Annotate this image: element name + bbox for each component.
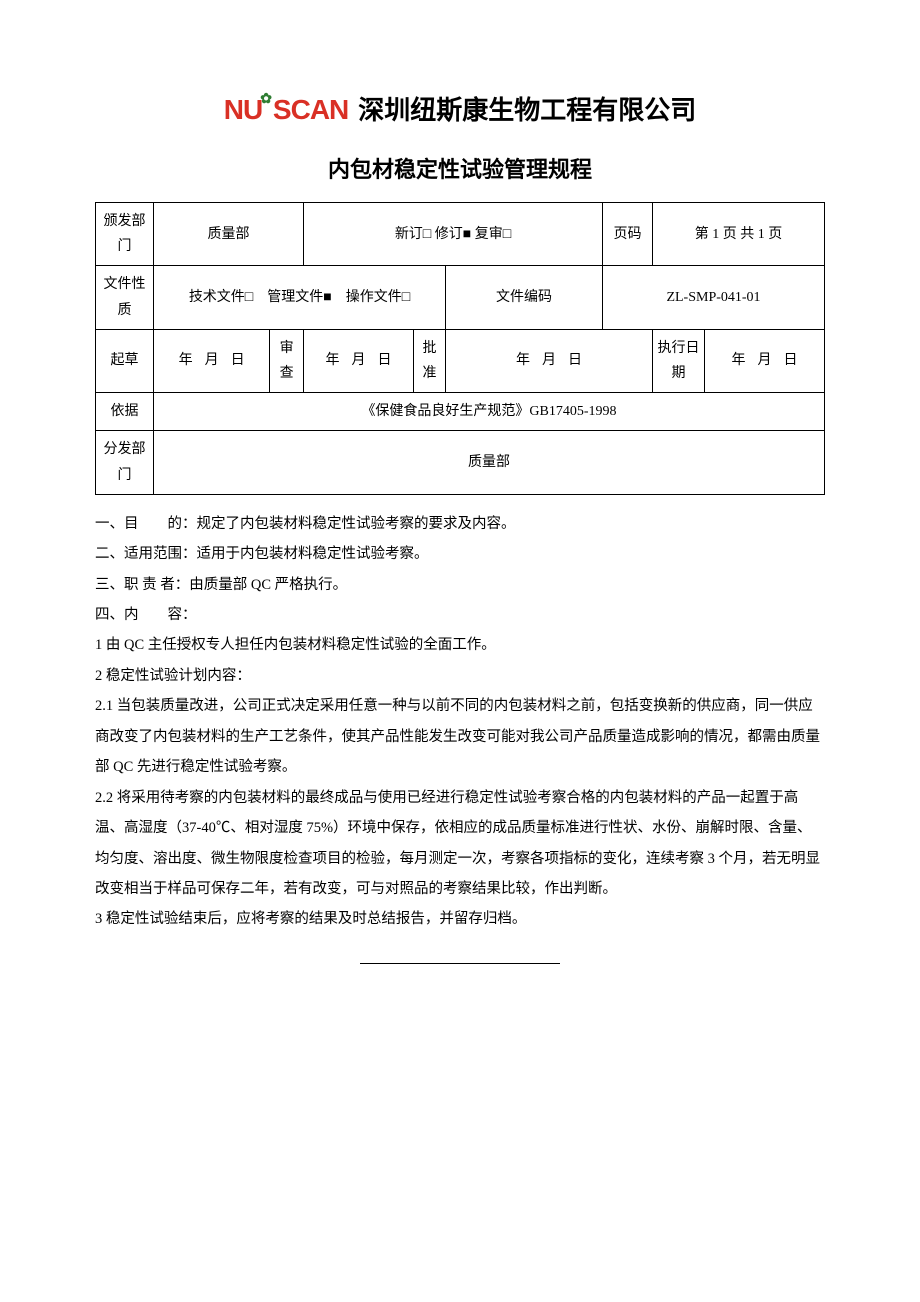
content-line: 2.1 当包装质量改进，公司正式决定采用任意一种与以前不同的内包装材料之前，包括… — [95, 691, 825, 782]
page-value: 第 1 页 共 1 页 — [653, 203, 825, 266]
content-line: 四、内 容： — [95, 600, 825, 630]
table-row: 起草 年月日 审查 年月日 批准 年月日 执行日期 年月日 — [96, 329, 825, 392]
draft-label: 起草 — [96, 329, 154, 392]
end-divider — [95, 945, 825, 975]
draft-date: 年月日 — [154, 329, 270, 392]
document-body: 一、目 的：规定了内包装材料稳定性试验考察的要求及内容。 二、适用范围：适用于内… — [95, 509, 825, 976]
brand-logo: NU✿SCAN — [224, 94, 349, 126]
logo-line: NU✿SCAN 深圳纽斯康生物工程有限公司 — [224, 90, 697, 127]
content-line: 一、目 的：规定了内包装材料稳定性试验考察的要求及内容。 — [95, 509, 825, 539]
header-info-table: 颁发部门 质量部 新订□ 修订■ 复审□ 页码 第 1 页 共 1 页 文件性质… — [95, 202, 825, 495]
page-label: 页码 — [603, 203, 653, 266]
dist-value: 质量部 — [154, 431, 825, 494]
effective-date: 年月日 — [705, 329, 825, 392]
review-date: 年月日 — [304, 329, 414, 392]
review-label: 审查 — [270, 329, 304, 392]
doc-nature-value: 技术文件□ 管理文件■ 操作文件□ — [154, 266, 446, 329]
table-row: 依据 《保健食品良好生产规范》GB17405-1998 — [96, 393, 825, 431]
doc-code-value: ZL-SMP-041-01 — [603, 266, 825, 329]
content-line: 2 稳定性试验计划内容： — [95, 661, 825, 691]
content-line: 1 由 QC 主任授权专人担任内包装材料稳定性试验的全面工作。 — [95, 630, 825, 660]
company-name: 深圳纽斯康生物工程有限公司 — [358, 90, 696, 127]
basis-label: 依据 — [96, 393, 154, 431]
effective-date-label: 执行日期 — [653, 329, 705, 392]
dist-label: 分发部门 — [96, 431, 154, 494]
table-row: 文件性质 技术文件□ 管理文件■ 操作文件□ 文件编码 ZL-SMP-041-0… — [96, 266, 825, 329]
issuing-dept-value: 质量部 — [154, 203, 304, 266]
approve-date: 年月日 — [446, 329, 653, 392]
basis-value: 《保健食品良好生产规范》GB17405-1998 — [154, 393, 825, 431]
content-line: 3 稳定性试验结束后，应将考察的结果及时总结报告，并留存归档。 — [95, 904, 825, 934]
table-row: 分发部门 质量部 — [96, 431, 825, 494]
content-line: 2.2 将采用待考察的内包装材料的最终成品与使用已经进行稳定性试验考察合格的内包… — [95, 783, 825, 905]
approve-label: 批准 — [414, 329, 446, 392]
issuing-dept-label: 颁发部门 — [96, 203, 154, 266]
document-title: 内包材稳定性试验管理规程 — [95, 152, 825, 184]
revision-options: 新订□ 修订■ 复审□ — [304, 203, 603, 266]
table-row: 颁发部门 质量部 新订□ 修订■ 复审□ 页码 第 1 页 共 1 页 — [96, 203, 825, 266]
document-header: NU✿SCAN 深圳纽斯康生物工程有限公司 — [95, 90, 825, 127]
content-line: 三、职 责 者：由质量部 QC 严格执行。 — [95, 570, 825, 600]
doc-nature-label: 文件性质 — [96, 266, 154, 329]
doc-code-label: 文件编码 — [446, 266, 603, 329]
content-line: 二、适用范围：适用于内包装材料稳定性试验考察。 — [95, 539, 825, 569]
